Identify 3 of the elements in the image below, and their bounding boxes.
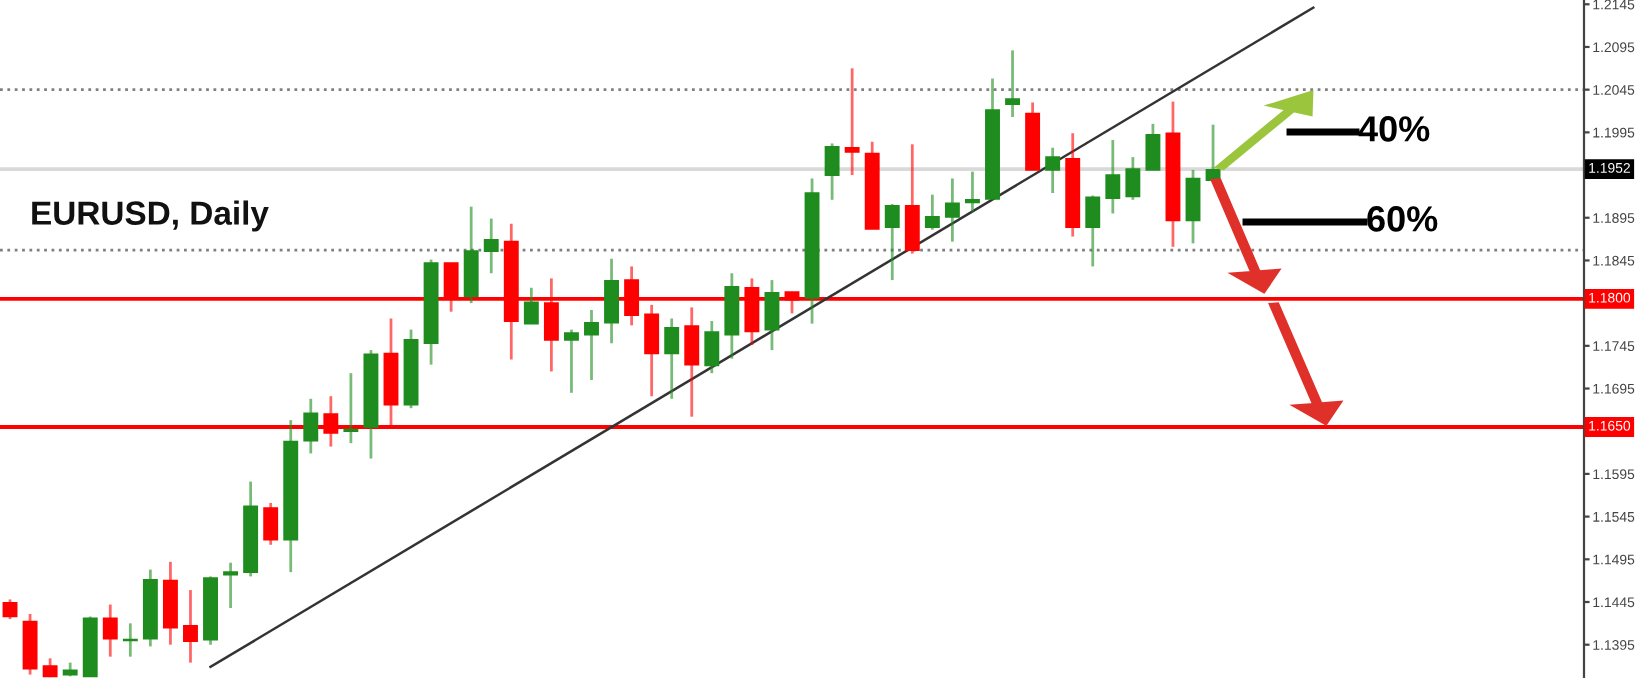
text: EURUSD, Daily <box>32 200 269 232</box>
annotation: 40% <box>1358 116 1430 142</box>
annotation: 60% <box>1367 206 1438 232</box>
